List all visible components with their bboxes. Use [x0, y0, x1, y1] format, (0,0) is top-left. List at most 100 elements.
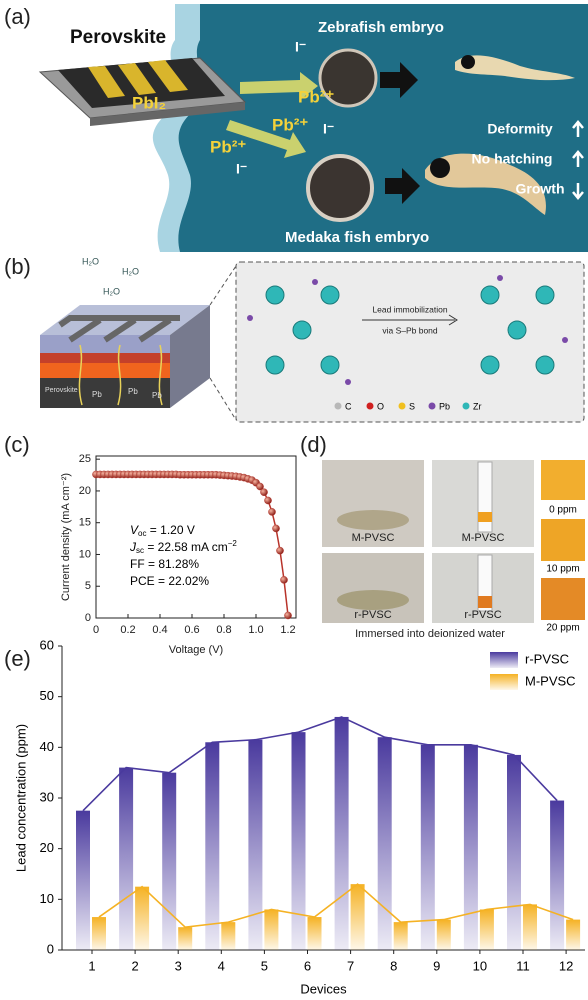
- bar: [221, 922, 236, 950]
- bar: [393, 922, 408, 950]
- strip-pad: [478, 512, 492, 522]
- y-tick-label: 20: [79, 485, 91, 497]
- annotation-sub: oc: [138, 529, 146, 538]
- water-label: H₂O: [122, 266, 139, 276]
- ion: I⁻: [295, 39, 306, 55]
- swatch-label: 0 ppm: [549, 505, 577, 516]
- photo: [322, 553, 424, 623]
- bar: [291, 732, 306, 950]
- zoom-box: [235, 261, 585, 423]
- photo-label: M-PVSC: [462, 532, 505, 544]
- fish-eye: [430, 158, 450, 178]
- y-tick-label: 25: [79, 453, 91, 465]
- legend-label: r-PVSC: [525, 651, 569, 666]
- electrodes: [88, 60, 188, 98]
- y-tick-label: 50: [40, 688, 54, 703]
- y-tick-label: 0: [47, 941, 54, 956]
- jv-point: [264, 496, 272, 505]
- layer-orange: [40, 363, 170, 378]
- bar: [205, 742, 220, 950]
- legend-dot: [366, 402, 374, 410]
- layer-label: PbI₂: [132, 93, 166, 112]
- ion: I⁻: [236, 161, 247, 177]
- arrow: [240, 72, 318, 100]
- bar: [479, 909, 494, 950]
- ion: Pb²⁺: [298, 87, 334, 106]
- jv-point: [284, 611, 292, 620]
- bar: [248, 739, 263, 950]
- x-tick-label: 5: [261, 958, 268, 973]
- reaction-label: Lead immobilization: [372, 304, 447, 314]
- jv-point: [280, 576, 288, 584]
- x-axis-label: Voltage (V): [169, 644, 223, 656]
- swatch: [541, 460, 585, 500]
- photo-label: r-PVSC: [354, 609, 391, 621]
- bar: [377, 737, 392, 950]
- legend-label: O: [377, 401, 384, 411]
- annotation-symbol: J: [129, 540, 137, 554]
- zebrafish-embryo: [318, 48, 378, 108]
- x-tick-label: 10: [473, 958, 487, 973]
- panel-a: (a) Perovskite PbI₂ Zebrafish embryo I⁻ …: [4, 4, 588, 252]
- x-tick-label: 1.0: [248, 624, 263, 636]
- legend-dot: [462, 402, 470, 410]
- device-side: [170, 305, 210, 408]
- y-tick-label: 40: [40, 739, 54, 754]
- medaka-larva: [425, 153, 546, 215]
- swatch-label: 20 ppm: [546, 623, 579, 634]
- annotation-sup: −2: [228, 539, 238, 548]
- y-tick-label: 10: [40, 891, 54, 906]
- x-tick-label: 3: [175, 958, 182, 973]
- zebrafish-label: Zebrafish embryo: [318, 19, 444, 36]
- panel-label: (b): [4, 254, 31, 279]
- x-tick-label: 9: [433, 958, 440, 973]
- legend-label: C: [345, 401, 352, 411]
- y-tick-label: 60: [40, 637, 54, 652]
- effect: Growth: [516, 181, 565, 197]
- panel-label: (c): [4, 432, 30, 457]
- swatch: [541, 519, 585, 561]
- bar: [436, 919, 451, 950]
- ion: Pb²⁺: [210, 137, 246, 156]
- legend-dot: [334, 402, 342, 410]
- y-tick-label: 0: [85, 612, 91, 624]
- layer-pcbm: [40, 353, 170, 363]
- bar: [334, 716, 349, 950]
- bar: [420, 744, 435, 950]
- arrow: [380, 62, 418, 98]
- series-line: [82, 716, 558, 812]
- arrow: [385, 168, 420, 204]
- effect-arrows: [572, 120, 584, 200]
- y-axis-label: Current density (mA cm⁻²): [60, 473, 72, 601]
- x-tick-label: 7: [347, 958, 354, 973]
- jv-point: [268, 508, 276, 516]
- cracks: [78, 344, 163, 406]
- bar: [76, 810, 90, 950]
- legend-label: M-PVSC: [525, 673, 576, 688]
- layer-label: Perovskite: [45, 387, 78, 394]
- x-tick-label: 4: [218, 958, 225, 973]
- pb-atoms: [247, 275, 568, 385]
- caption: Immersed into deionized water: [355, 628, 505, 640]
- x-tick-label: 2: [131, 958, 138, 973]
- device-label: Perovskite: [70, 27, 166, 48]
- jv-point: [256, 482, 264, 491]
- x-tick-label: 0.2: [120, 624, 135, 636]
- annotation: Jsc = 22.58 mA cm−2: [129, 539, 237, 555]
- swatch: [541, 578, 585, 620]
- bar: [264, 909, 279, 950]
- y-tick-label: 30: [40, 789, 54, 804]
- series-line: [98, 883, 574, 929]
- x-tick-label: 0.4: [152, 624, 167, 636]
- fish-eye: [461, 55, 475, 69]
- vial: [337, 590, 409, 610]
- bar: [523, 904, 537, 950]
- x-tick-label: 8: [390, 958, 397, 973]
- layer-label: Pb: [152, 391, 162, 400]
- legend-label: S: [409, 401, 415, 411]
- panel-label: (a): [4, 4, 31, 29]
- water-label: H₂O: [103, 286, 120, 296]
- swatch-label: 10 ppm: [546, 564, 579, 575]
- strip-pad: [478, 596, 492, 608]
